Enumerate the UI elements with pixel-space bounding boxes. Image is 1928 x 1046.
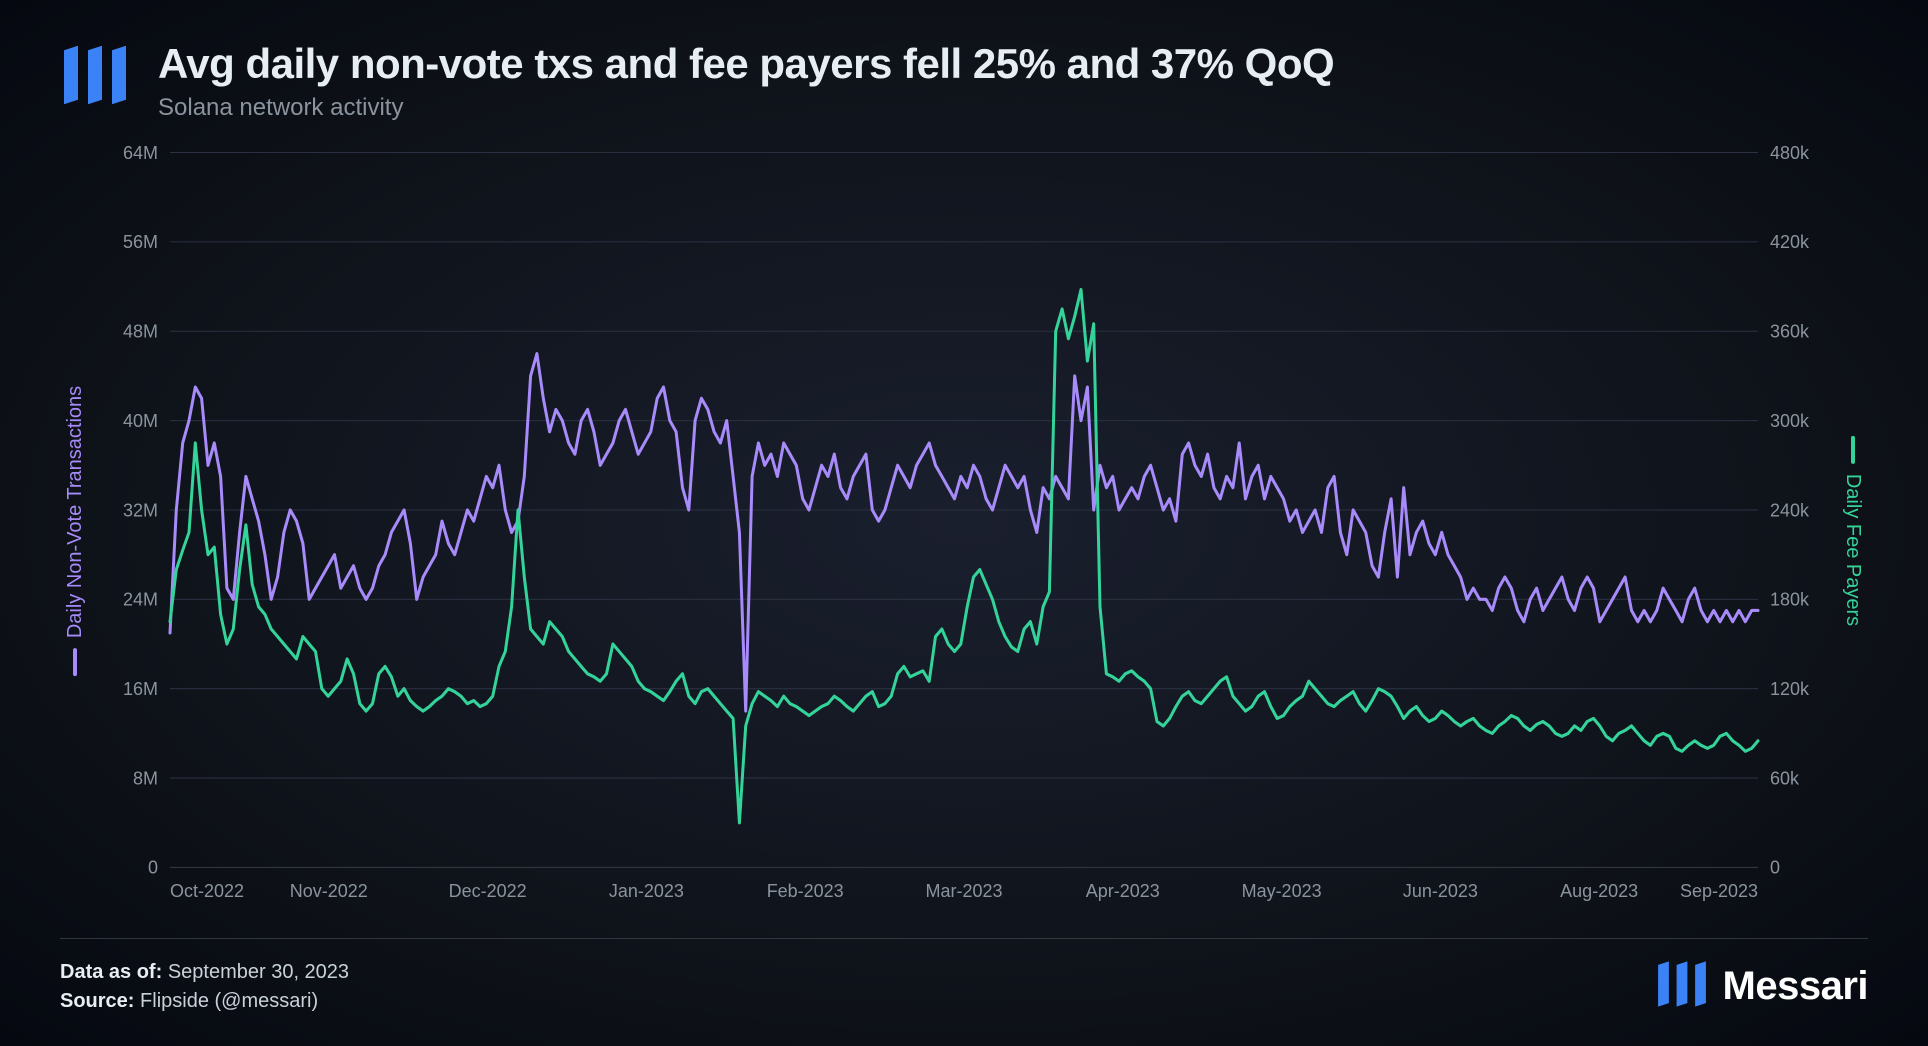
svg-text:32M: 32M [123, 499, 158, 521]
svg-text:Dec-2022: Dec-2022 [449, 879, 527, 901]
svg-text:Nov-2022: Nov-2022 [290, 879, 368, 901]
svg-text:180k: 180k [1770, 588, 1810, 610]
brand-logo-icon [1655, 957, 1709, 1016]
source-label: Source: [60, 990, 134, 1012]
brand-logo-icon [60, 40, 130, 110]
svg-text:48M: 48M [123, 320, 158, 342]
svg-text:480k: 480k [1770, 142, 1810, 163]
chart-svg: 0 8M 16M 24M 32M 40M 48M 56M 64M 0 60k 120k 180k 240k… [60, 142, 1868, 920]
svg-text:Oct-2022: Oct-2022 [170, 879, 244, 901]
data-as-of-value: September 30, 2023 [168, 961, 349, 983]
svg-text:64M: 64M [123, 142, 158, 163]
svg-text:Jan-2023: Jan-2023 [609, 879, 684, 901]
data-as-of-label: Data as of: [60, 961, 162, 983]
svg-text:Feb-2023: Feb-2023 [767, 879, 844, 901]
svg-text:120k: 120k [1770, 678, 1810, 700]
svg-text:Apr-2023: Apr-2023 [1086, 879, 1160, 901]
svg-text:Aug-2023: Aug-2023 [1560, 879, 1638, 901]
svg-text:0: 0 [148, 856, 158, 878]
footer: Data as of: September 30, 2023 Source: F… [60, 938, 1868, 1016]
svg-text:Sep-2023: Sep-2023 [1680, 879, 1758, 901]
svg-text:24M: 24M [123, 588, 158, 610]
svg-text:240k: 240k [1770, 499, 1810, 521]
source: Source: Flipside (@messari) [60, 990, 349, 1013]
y-axis-right-label: Daily Fee Payers [1841, 436, 1864, 626]
svg-text:420k: 420k [1770, 231, 1810, 253]
source-value: Flipside (@messari) [140, 990, 318, 1012]
svg-text:0: 0 [1770, 856, 1780, 878]
y-axis-left-label-text: Daily Non-Vote Transactions [64, 386, 87, 638]
y-axis-right-label-text: Daily Fee Payers [1841, 474, 1864, 626]
svg-text:300k: 300k [1770, 409, 1810, 431]
chart-subtitle: Solana network activity [158, 94, 1334, 122]
svg-text:360k: 360k [1770, 320, 1810, 342]
svg-text:8M: 8M [133, 767, 158, 789]
data-as-of: Data as of: September 30, 2023 [60, 961, 349, 984]
svg-text:Mar-2023: Mar-2023 [926, 879, 1003, 901]
header: Avg daily non-vote txs and fee payers fe… [60, 40, 1868, 122]
svg-text:40M: 40M [123, 409, 158, 431]
svg-text:56M: 56M [123, 231, 158, 253]
chart-area: Daily Non-Vote Transactions Daily Fee Pa… [60, 142, 1868, 920]
brand-name: Messari [1723, 964, 1868, 1009]
y-axis-left-label: Daily Non-Vote Transactions [64, 386, 87, 676]
chart-title: Avg daily non-vote txs and fee payers fe… [158, 40, 1334, 88]
svg-text:May-2023: May-2023 [1242, 879, 1322, 901]
svg-text:16M: 16M [123, 678, 158, 700]
svg-text:Jun-2023: Jun-2023 [1403, 879, 1478, 901]
svg-text:60k: 60k [1770, 767, 1800, 789]
